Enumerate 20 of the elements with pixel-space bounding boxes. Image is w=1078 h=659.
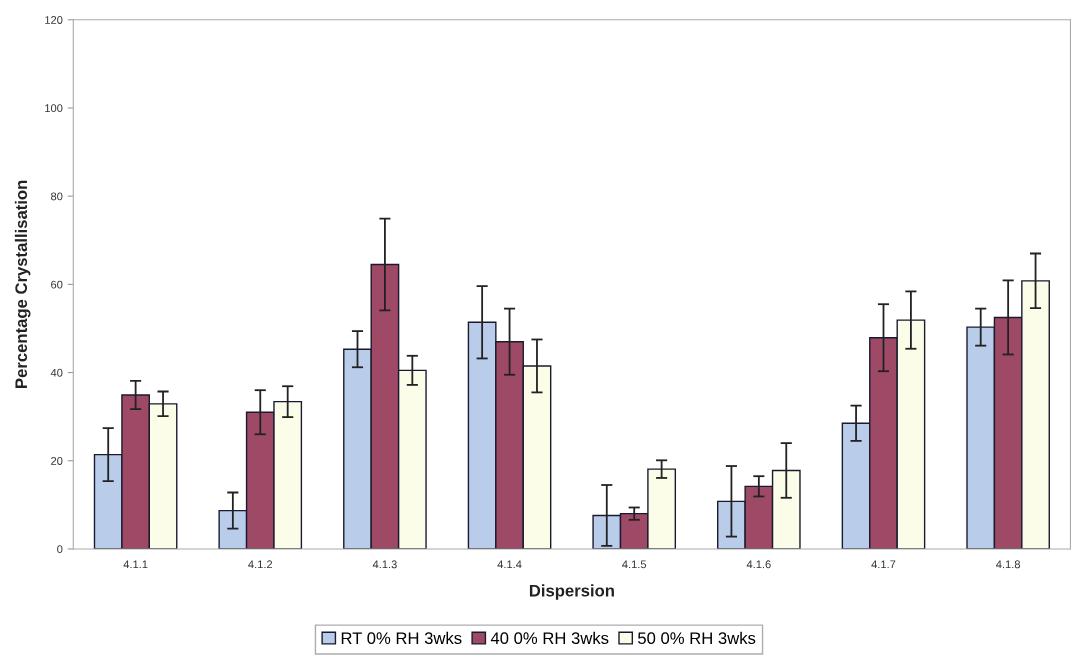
x-tick-label: 4.1.1: [123, 560, 148, 569]
y-tick-label: 80: [51, 192, 63, 201]
legend-label: 50 0% RH 3wks: [637, 631, 756, 645]
y-tick-label: 60: [51, 280, 63, 289]
x-tick-label: 4.1.6: [746, 560, 771, 569]
x-tick-label: 4.1.3: [372, 560, 397, 569]
y-tick-label: 120: [45, 16, 63, 24]
x-tick-label: 4.1.8: [996, 560, 1021, 569]
legend-label: 40 0% RH 3wks: [490, 631, 609, 645]
y-axis-title: Percentage Crystallisation: [14, 180, 31, 388]
legend-label: RT 0% RH 3wks: [341, 631, 462, 645]
x-tick-label: 4.1.7: [871, 560, 896, 569]
x-tick-label: 4.1.2: [248, 560, 273, 569]
x-axis-title: Dispersion: [529, 584, 614, 600]
y-tick-label: 100: [45, 104, 63, 113]
x-tick-label: 4.1.4: [497, 560, 522, 569]
x-tick-label: 4.1.5: [622, 560, 647, 569]
y-tick-label: 0: [57, 545, 63, 554]
y-tick-label: 40: [50, 368, 63, 377]
y-tick-label: 20: [51, 457, 63, 465]
